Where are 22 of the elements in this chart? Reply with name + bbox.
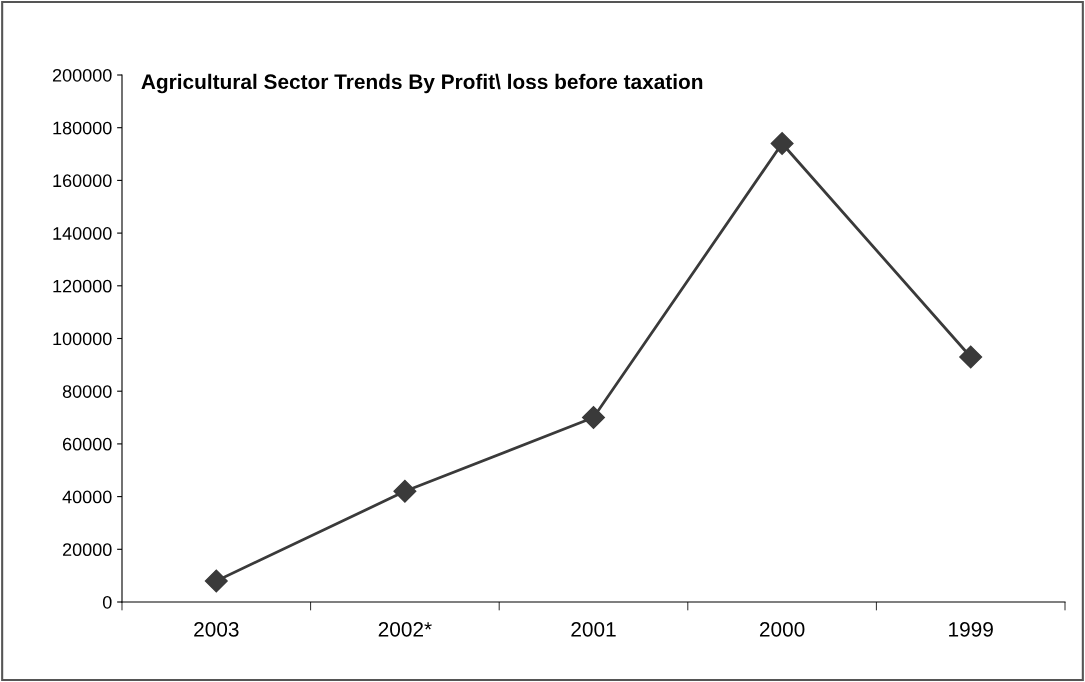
y-tick-label: 160000 [53, 174, 112, 188]
point [959, 345, 983, 369]
point [204, 569, 228, 593]
point [770, 132, 794, 156]
y-tick-label: 60000 [62, 437, 112, 451]
y-tick-label: 0 [102, 595, 112, 609]
y-tick-label: 100000 [53, 332, 112, 346]
x-tick-label: 2001 [571, 621, 616, 637]
x-tick-label: 1999 [949, 621, 993, 637]
y-tick-label: 200000 [52, 68, 112, 82]
x-tick-label: 2003 [194, 621, 239, 637]
chart-title: Agricultural Sector Trends By Profit\ loss before taxation [141, 73, 703, 94]
y-tick-label: 120000 [53, 279, 112, 293]
y-tick-label: 40000 [62, 490, 112, 504]
y-tick-label: 80000 [62, 385, 112, 398]
x-tick-label: 2000 [759, 621, 805, 637]
x-tick-label: 2002* [378, 621, 432, 637]
point [582, 406, 605, 430]
point [393, 479, 417, 503]
y-tick-label: 180000 [53, 121, 112, 135]
y-tick-label: 140000 [53, 227, 112, 240]
y-tick-label: 20000 [62, 543, 112, 557]
